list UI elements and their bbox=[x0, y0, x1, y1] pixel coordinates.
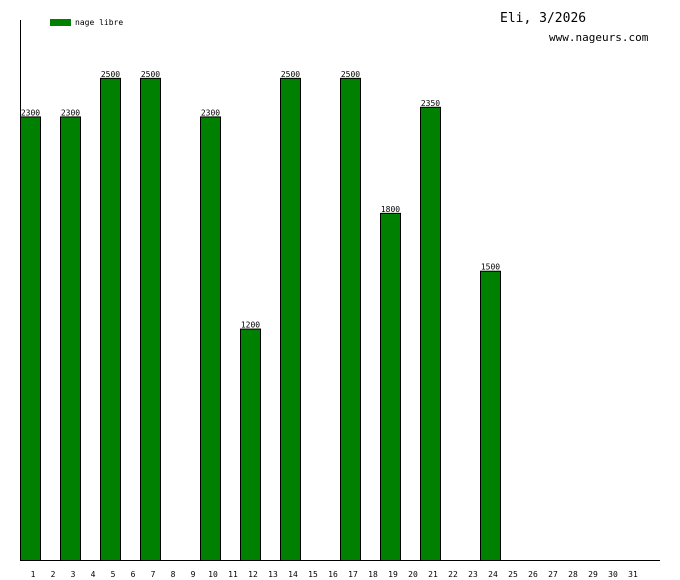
x-tick-label: 7 bbox=[151, 570, 156, 579]
bar-value-label: 2500 bbox=[101, 70, 120, 79]
bar-value-label: 2500 bbox=[141, 70, 160, 79]
x-tick-label: 27 bbox=[548, 570, 558, 579]
x-tick-label-group: 1 2 3 4 5 6 7 8 9 10 11 12 13 14 15 16 17 18 19 20 21 22 23 24 2… bbox=[31, 570, 638, 579]
x-tick-label: 9 bbox=[191, 570, 196, 579]
x-tick-label: 1 bbox=[31, 570, 36, 579]
bar-value-label: 2500 bbox=[341, 70, 360, 79]
x-tick-label: 20 bbox=[408, 570, 418, 579]
x-tick-label: 22 bbox=[448, 570, 458, 579]
bar bbox=[380, 212, 401, 561]
bar-value-label: 1500 bbox=[481, 263, 500, 272]
bar-value-label: 2300 bbox=[21, 108, 40, 117]
legend-label-nage-libre: nage libre bbox=[75, 18, 123, 27]
x-tick-label: 12 bbox=[248, 570, 258, 579]
value-label-group: 2300 2300 2500 2500 2300 1200 2500 2500 1800 2350… bbox=[21, 70, 500, 330]
bar bbox=[60, 116, 81, 562]
x-tick-label: 16 bbox=[328, 570, 338, 579]
x-tick-label: 23 bbox=[468, 570, 478, 579]
bar-group bbox=[20, 77, 501, 562]
x-tick-label: 26 bbox=[528, 570, 538, 579]
bar-value-label: 2500 bbox=[281, 70, 300, 79]
legend-swatch-nage-libre bbox=[50, 19, 71, 26]
bar bbox=[480, 270, 501, 561]
x-tick-label: 15 bbox=[308, 570, 318, 579]
x-tick-label: 3 bbox=[71, 570, 76, 579]
x-tick-label: 10 bbox=[208, 570, 218, 579]
bar bbox=[200, 116, 221, 562]
x-tick-label: 2 bbox=[51, 570, 56, 579]
bar bbox=[420, 106, 441, 562]
bar bbox=[140, 77, 161, 561]
bar bbox=[20, 116, 41, 562]
legend: nage libre bbox=[50, 18, 123, 27]
x-tick-label: 21 bbox=[428, 570, 438, 579]
x-tick-label: 30 bbox=[608, 570, 618, 579]
x-tick-label: 13 bbox=[268, 570, 278, 579]
x-tick-label: 24 bbox=[488, 570, 498, 579]
x-tick-label: 8 bbox=[171, 570, 176, 579]
x-tick-label: 29 bbox=[588, 570, 598, 579]
bar bbox=[100, 77, 121, 561]
x-tick-label: 31 bbox=[628, 570, 638, 579]
x-tick-label: 25 bbox=[508, 570, 518, 579]
x-tick-label: 14 bbox=[288, 570, 298, 579]
x-tick-label: 18 bbox=[368, 570, 378, 579]
bar-value-label: 2300 bbox=[61, 108, 80, 117]
bar-value-label: 2350 bbox=[421, 99, 440, 108]
x-tick-label: 6 bbox=[131, 570, 136, 579]
x-tick-label: 5 bbox=[111, 570, 116, 579]
source-label: www.nageurs.com bbox=[549, 31, 649, 44]
bar-value-label: 2300 bbox=[201, 108, 220, 117]
bar bbox=[240, 328, 261, 562]
bar bbox=[280, 77, 301, 561]
x-tick-label: 11 bbox=[228, 570, 238, 579]
x-tick-label: 28 bbox=[568, 570, 578, 579]
bar bbox=[340, 77, 361, 561]
bar-value-label: 1200 bbox=[241, 321, 260, 330]
x-tick-label: 19 bbox=[388, 570, 398, 579]
chart-title: Eli, 3/2026 bbox=[500, 11, 586, 26]
x-tick-label: 4 bbox=[91, 570, 96, 579]
x-tick-label: 17 bbox=[348, 570, 358, 579]
bar-value-label: 1800 bbox=[381, 205, 400, 214]
